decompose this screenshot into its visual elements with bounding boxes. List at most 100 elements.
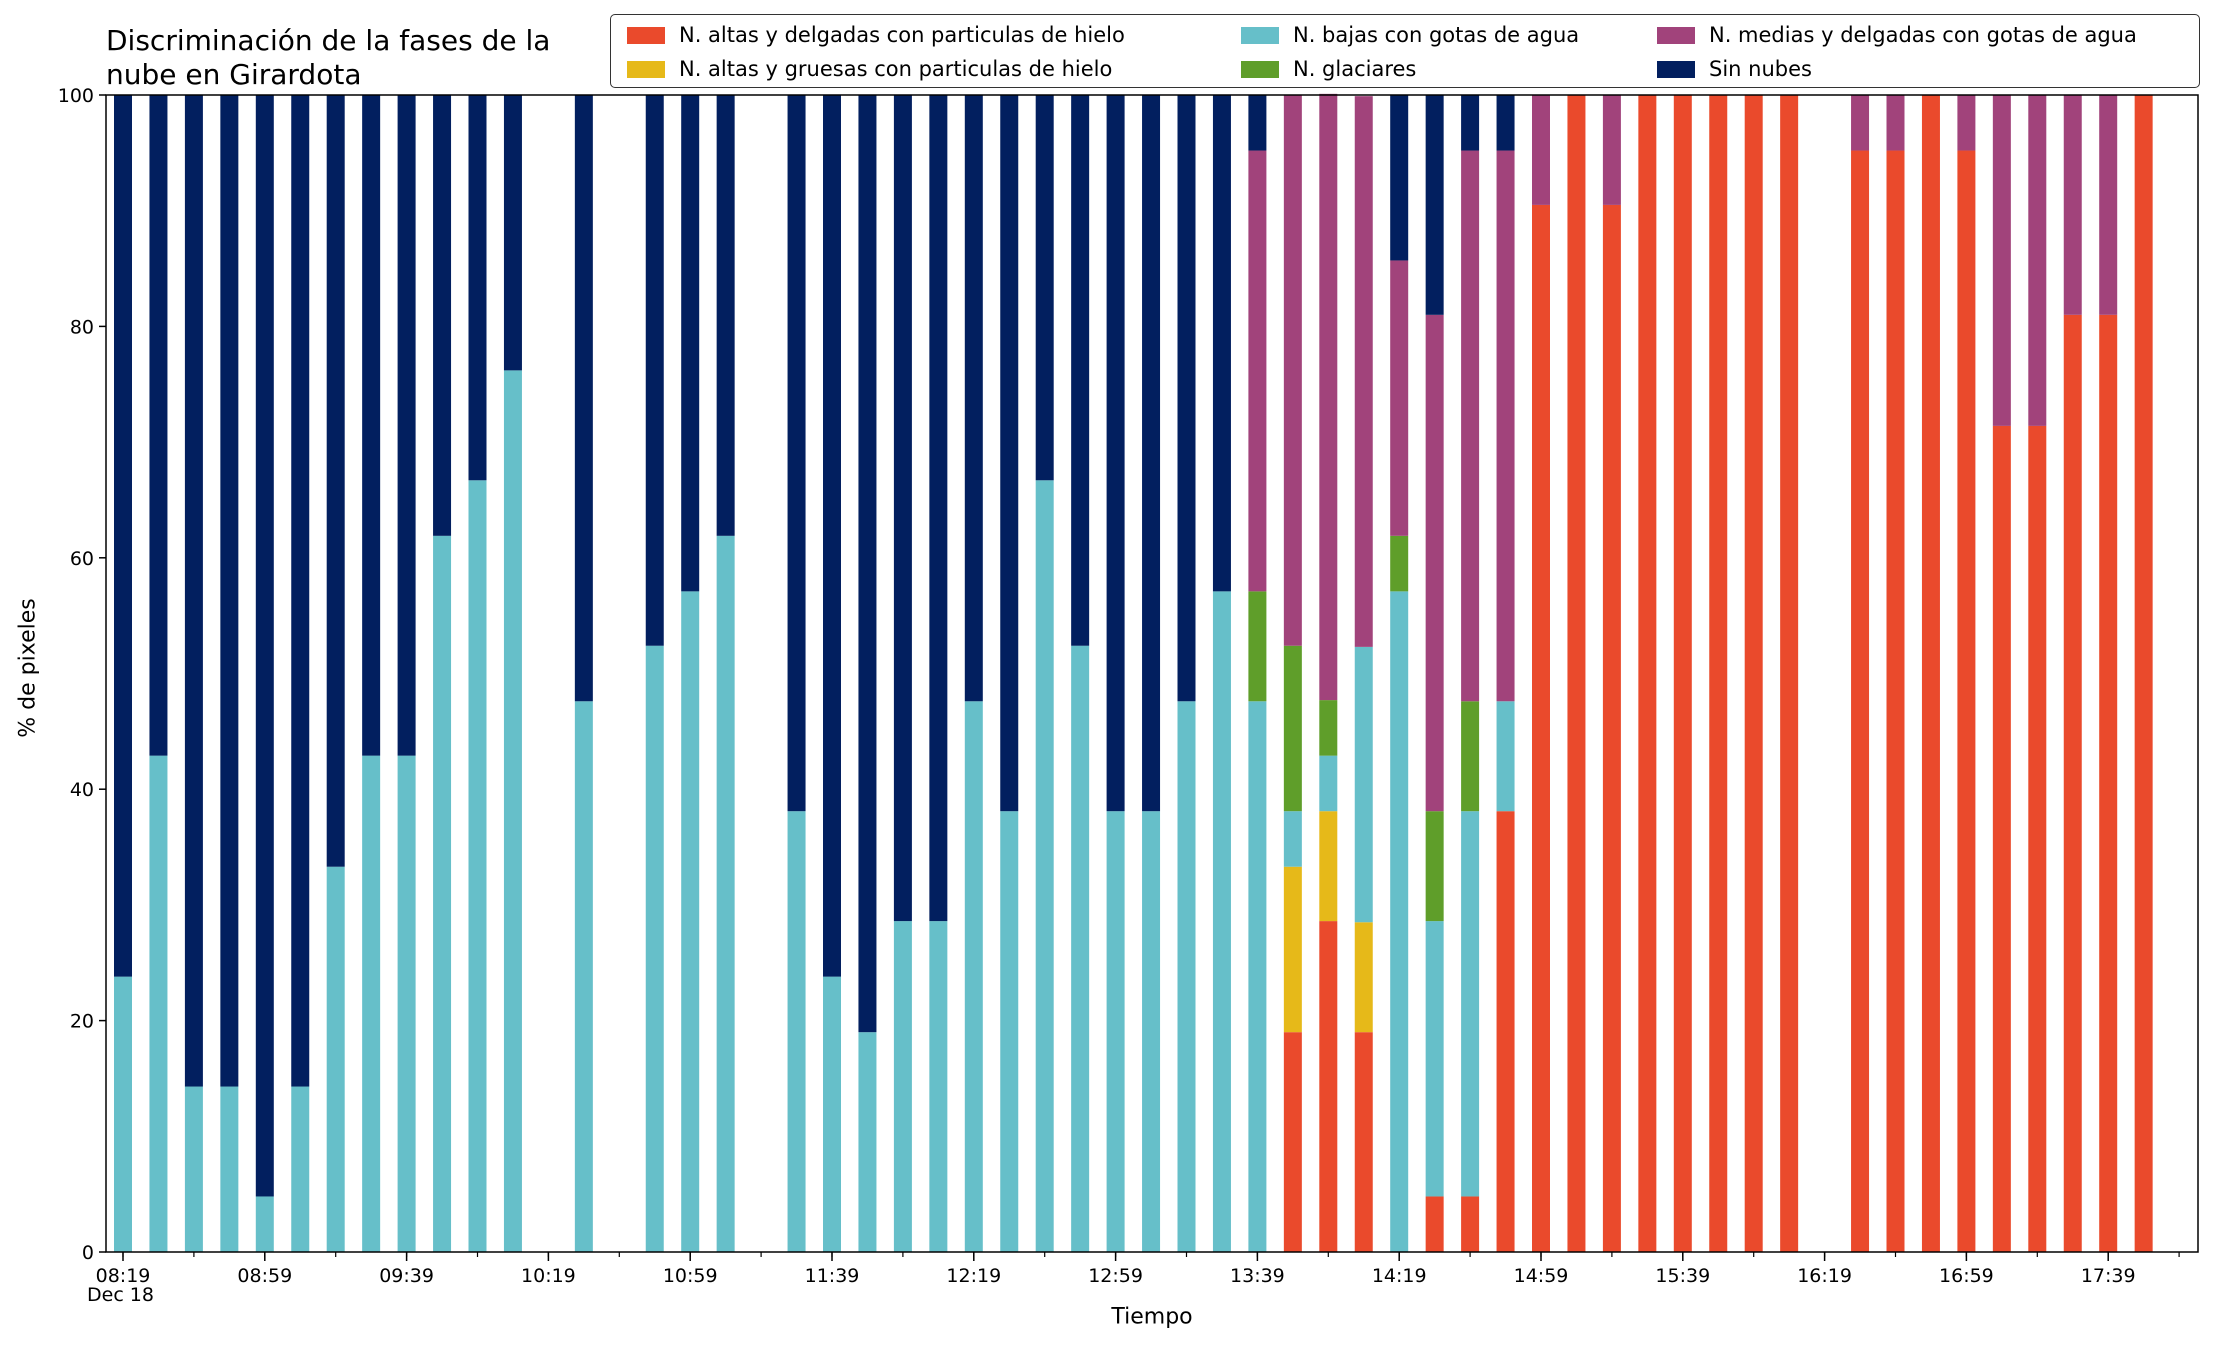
bar-segment-1739-s4: [2099, 95, 2117, 315]
bar-segment-1559-s0: [1745, 95, 1763, 1252]
bar-segment-1539-s0: [1674, 95, 1692, 1252]
bar-segment-1709-s4: [1993, 95, 2011, 426]
bar-segment-1109-s5: [717, 95, 735, 536]
bar-segment-0909-s2: [291, 1087, 309, 1252]
legend-label: N. bajas con gotas de agua: [1293, 23, 1579, 47]
bar-segment-0929-s5: [362, 95, 380, 756]
bar-segment-1409-s0: [1355, 1032, 1373, 1252]
bar-segment-1639-s0: [1887, 151, 1905, 1252]
bar-segment-1259-s5: [1107, 95, 1125, 811]
bar-segment-1419-s2: [1390, 591, 1408, 1252]
bar-segment-1429-s2: [1426, 921, 1444, 1196]
y-tick-label: 0: [82, 1242, 94, 1264]
bar-segment-1629-s4: [1851, 95, 1869, 151]
bar-segment-1749-s0: [2135, 95, 2153, 1252]
stacked-bar-chart: 02040608010008:19 08:59 09:39 10:19 10:59 11:…: [0, 0, 2216, 1355]
bar-segment-1009-s5: [504, 95, 522, 370]
bar-segment-1139-s5: [823, 95, 841, 977]
y-axis-label: % de pixeles: [16, 598, 41, 737]
bar-segment-1439-s3: [1461, 701, 1479, 811]
bar-segment-1659-s4: [1957, 95, 1975, 151]
bar-segment-1359-s1: [1319, 811, 1337, 921]
bar-segment-1739-s0: [2099, 315, 2117, 1252]
bar-segment-1429-s5: [1426, 95, 1444, 315]
bar-segment-1409-s4: [1355, 96, 1373, 647]
bar-segment-1339-s2: [1248, 701, 1266, 1252]
bar-segment-1649-s0: [1922, 95, 1940, 1252]
legend-item-altas-delgadas-hielo: N. altas y delgadas con particulas de hi…: [627, 23, 1125, 47]
bars-layer: [114, 94, 2153, 1252]
legend-swatch: [1241, 61, 1279, 78]
bar-segment-1129-s5: [788, 95, 806, 811]
legend-label: N. glaciares: [1293, 57, 1416, 81]
bar-segment-1349-s3: [1284, 646, 1302, 811]
bar-segment-0839-s2: [185, 1087, 203, 1252]
bar-segment-1439-s2: [1461, 811, 1479, 1196]
bar-segment-0919-s2: [327, 867, 345, 1252]
legend-swatch: [1657, 61, 1695, 78]
y-tick-label: 100: [58, 85, 94, 107]
legend-item-medias-delgadas-agua: N. medias y delgadas con gotas de agua: [1657, 23, 2137, 47]
bar-segment-1239-s5: [1036, 95, 1054, 480]
bar-segment-1729-s4: [2064, 95, 2082, 315]
bar-segment-1349-s2: [1284, 811, 1302, 867]
legend-label: N. altas y gruesas con particulas de hie…: [679, 57, 1112, 81]
bar-segment-1429-s4: [1426, 315, 1444, 811]
bar-segment-1049-s5: [646, 95, 664, 646]
chart-legend: N. altas y delgadas con particulas de hi…: [610, 14, 2200, 88]
bar-segment-1359-s4: [1319, 94, 1337, 700]
bar-segment-0929-s2: [362, 756, 380, 1252]
x-tick-label: 16:19: [1797, 1265, 1852, 1287]
legend-item-glaciares: N. glaciares: [1241, 57, 1416, 81]
bar-segment-0909-s5: [291, 95, 309, 1087]
y-tick-label: 60: [70, 548, 94, 570]
bar-segment-0949-s5: [433, 95, 451, 536]
bar-segment-1449-s2: [1497, 701, 1515, 811]
bar-segment-1459-s0: [1532, 205, 1550, 1252]
bar-segment-1609-s0: [1780, 95, 1798, 1252]
bar-segment-1349-s1: [1284, 867, 1302, 1032]
bar-segment-1029-s2: [575, 701, 593, 1252]
bar-segment-1709-s0: [1993, 426, 2011, 1252]
x-tick-label: 13:39: [1230, 1265, 1285, 1287]
legend-label: Sin nubes: [1709, 57, 1812, 81]
bar-segment-1639-s4: [1887, 95, 1905, 151]
bar-segment-1409-s1: [1355, 922, 1373, 1032]
bar-segment-1259-s2: [1107, 811, 1125, 1252]
bar-segment-0859-s5: [256, 95, 274, 1196]
bar-segment-0819-s5: [114, 95, 132, 977]
x-tick-label: 12:19: [946, 1265, 1001, 1287]
bar-segment-1059-s5: [681, 95, 699, 591]
bar-segment-1049-s2: [646, 646, 664, 1252]
bar-segment-1419-s4: [1390, 260, 1408, 535]
x-tick-label: 14:19: [1372, 1265, 1427, 1287]
bar-segment-1719-s0: [2028, 426, 2046, 1252]
x-tick-label: 15:39: [1655, 1265, 1710, 1287]
bar-segment-0829-s5: [149, 95, 167, 756]
x-tick-label: 10:59: [663, 1265, 718, 1287]
bar-segment-1449-s0: [1497, 811, 1515, 1252]
x-axis-label: Tiempo: [1111, 1305, 1192, 1330]
x-tick-label: 08:59: [237, 1265, 292, 1287]
bar-segment-1349-s4: [1284, 95, 1302, 646]
bar-segment-1359-s3: [1319, 700, 1337, 756]
x-axis-date-label: Dec 18: [87, 1284, 154, 1306]
bar-segment-1309-s5: [1142, 95, 1160, 811]
legend-label: N. medias y delgadas con gotas de agua: [1709, 23, 2137, 47]
bar-segment-1329-s5: [1213, 95, 1231, 591]
bar-segment-1659-s0: [1957, 151, 1975, 1252]
bar-segment-0959-s5: [469, 95, 487, 480]
bar-segment-1439-s4: [1461, 151, 1479, 702]
bar-segment-0959-s2: [469, 480, 487, 1252]
bar-segment-1229-s2: [1000, 811, 1018, 1252]
legend-label: N. altas y delgadas con particulas de hi…: [679, 23, 1125, 47]
bar-segment-1429-s3: [1426, 811, 1444, 921]
bar-segment-1209-s5: [929, 95, 947, 921]
bar-segment-1449-s4: [1497, 151, 1515, 702]
x-tick-label: 14:59: [1514, 1265, 1569, 1287]
bar-segment-1249-s2: [1071, 646, 1089, 1252]
x-tick-label: 09:39: [379, 1265, 434, 1287]
bar-segment-1219-s5: [965, 95, 983, 701]
bar-segment-0849-s2: [220, 1087, 238, 1252]
bar-segment-1059-s2: [681, 591, 699, 1252]
